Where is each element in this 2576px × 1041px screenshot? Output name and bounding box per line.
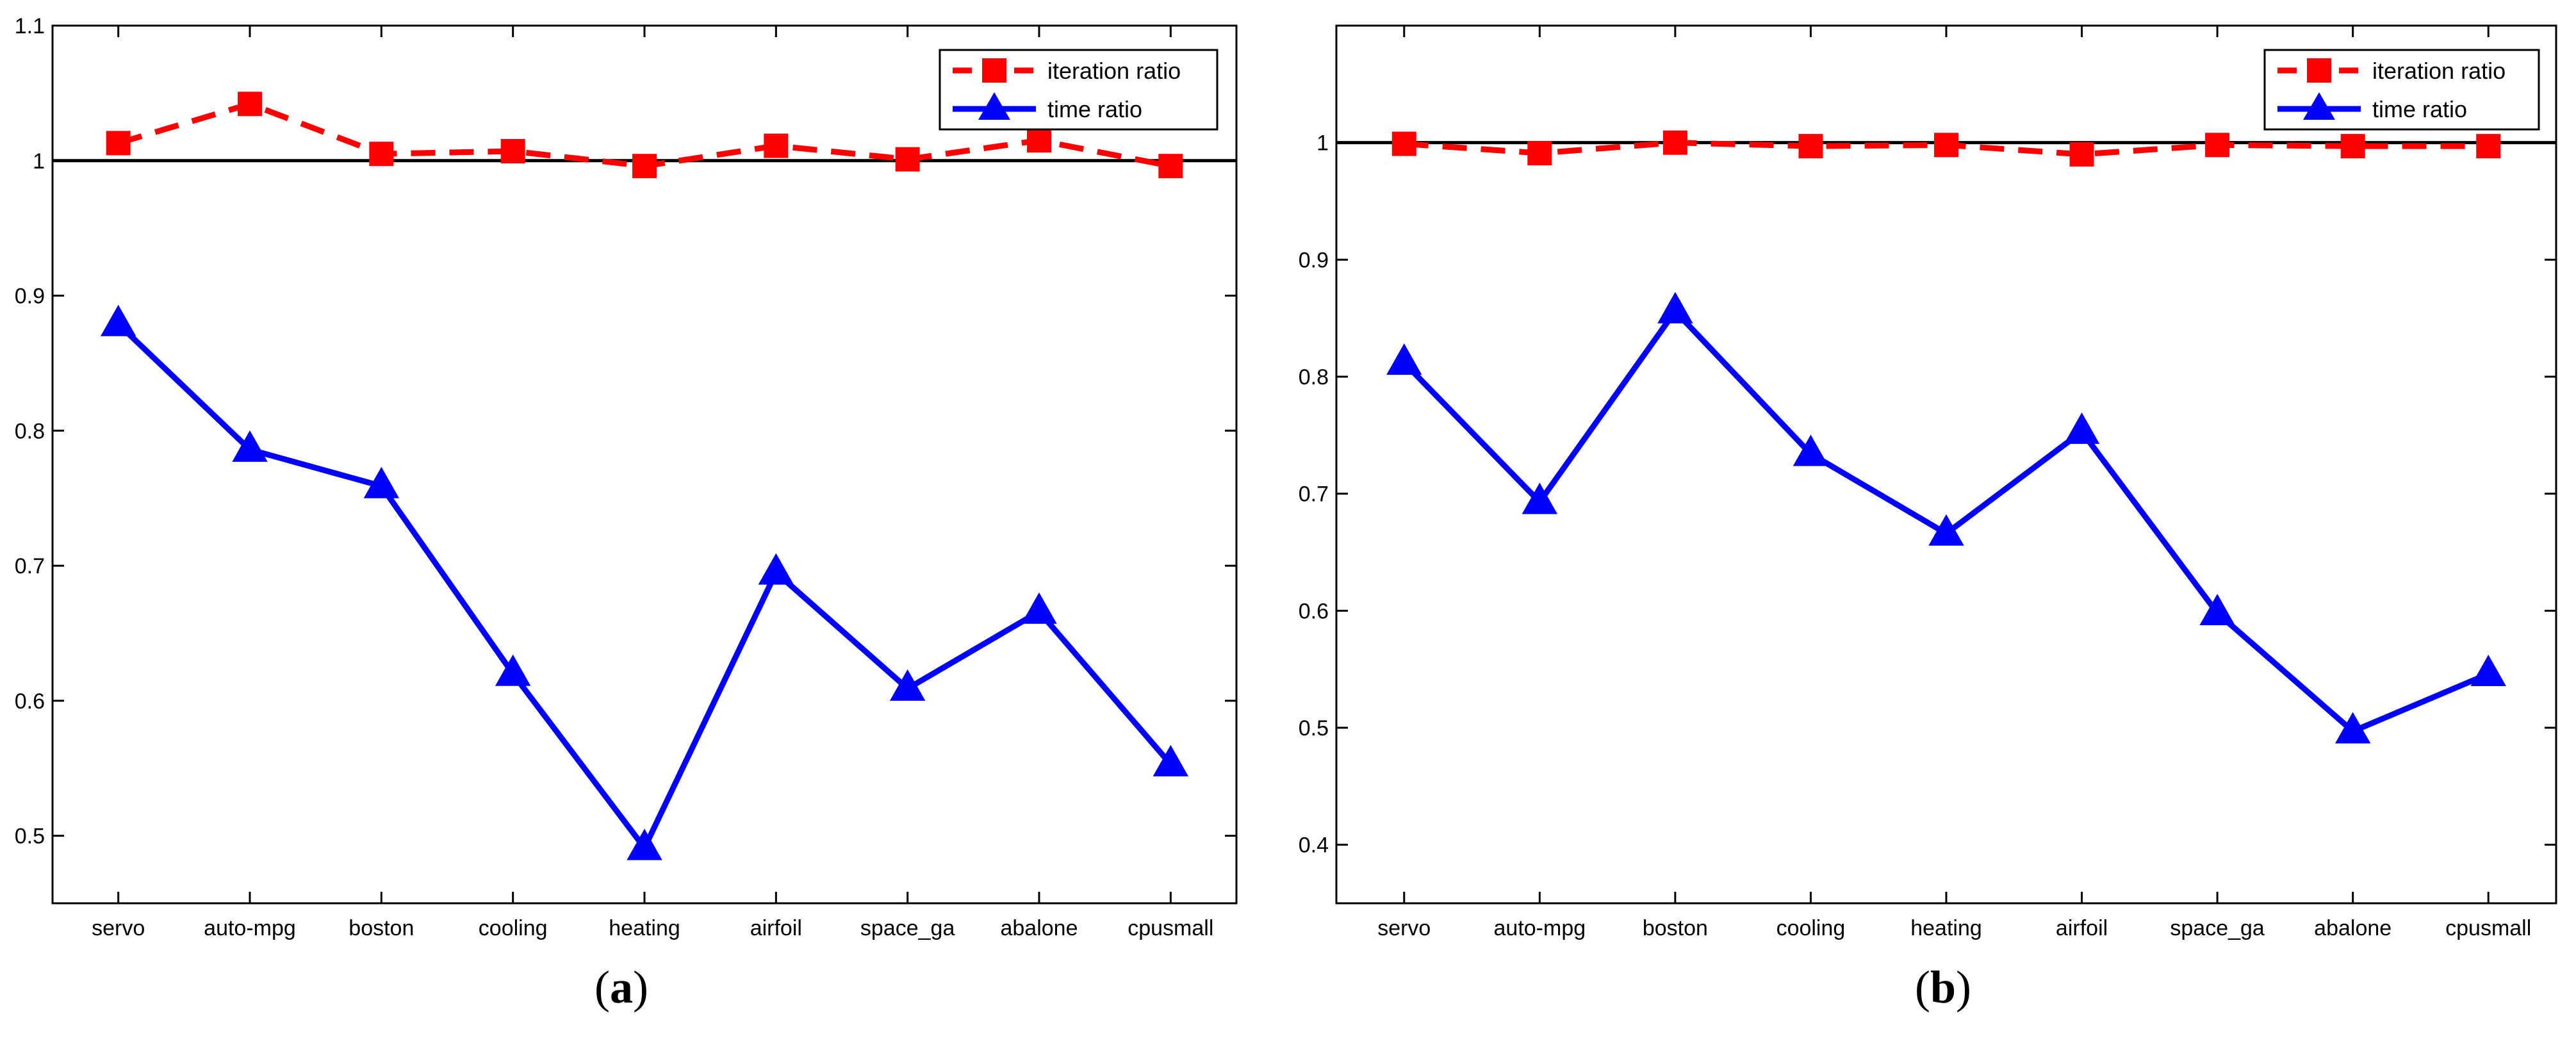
x-tick-label-cooling: cooling (479, 916, 548, 940)
x-tick-label-servo: servo (1377, 916, 1431, 940)
iteration-ratio-point-abalone (2340, 134, 2365, 159)
y-tick-label: 0.8 (15, 419, 45, 443)
time-ratio-point-auto-mpg (1522, 482, 1558, 514)
legend-square-marker (2307, 58, 2331, 83)
x-tick-label-heating: heating (609, 916, 680, 940)
time-ratio-point-space_ga (889, 669, 926, 701)
x-tick-label-auto-mpg: auto-mpg (1494, 916, 1586, 940)
y-tick-label: 0.7 (15, 554, 45, 578)
iteration-ratio-point-airfoil (2069, 142, 2094, 167)
x-tick-label-cooling: cooling (1776, 916, 1846, 940)
time-ratio-point-cooling (495, 654, 531, 686)
y-tick-label: 0.6 (1299, 599, 1329, 623)
y-tick-label: 1.1 (15, 14, 45, 38)
x-tick-label-space_ga: space_ga (860, 916, 955, 940)
iteration-ratio-point-servo (106, 131, 131, 156)
legend: iteration ratio time ratio (939, 49, 1218, 131)
time-ratio-point-cpusmall (1153, 744, 1189, 776)
y-tick-label: 0.4 (1299, 833, 1329, 858)
panel-label-a: (a) (595, 962, 648, 1013)
legend-square-marker (982, 58, 1006, 83)
time-ratio-point-servo (100, 304, 136, 336)
iteration-ratio-point-heating (1934, 133, 1958, 158)
x-tick-label-cpusmall: cpusmall (2445, 916, 2531, 940)
iteration-ratio-point-abalone (1027, 128, 1051, 153)
y-tick-label: 0.8 (1299, 365, 1329, 389)
y-tick-label: 0.9 (1299, 248, 1329, 272)
iteration-ratio-point-heating (632, 154, 657, 179)
time-ratio-point-abalone (2334, 712, 2371, 744)
x-tick-label-abalone: abalone (1000, 916, 1078, 940)
time-ratio-point-airfoil (758, 553, 794, 585)
y-tick-label: 0.5 (15, 824, 45, 849)
legend-triangle-marker (2303, 92, 2335, 120)
x-tick-label-cpusmall: cpusmall (1128, 916, 1213, 940)
x-tick-label-boston: boston (1643, 916, 1708, 940)
iteration-ratio-point-cooling (1798, 134, 1823, 159)
time-ratio-point-airfoil (2063, 412, 2100, 444)
time-ratio-point-auto-mpg (232, 430, 268, 462)
x-tick-label-servo: servo (92, 916, 145, 940)
time-ratio-point-cooling (1793, 434, 1829, 466)
plot-frame (1335, 24, 2557, 905)
iteration-ratio-point-space_ga (2205, 133, 2230, 158)
x-tick-label-auto-mpg: auto-mpg (204, 916, 296, 940)
chart-panel-a: 0.5 0.6 0.7 0.8 0.9 1 1.1 servo auto-mpg boston co… (15, 14, 1238, 940)
time-ratio-point-space_ga (2199, 593, 2235, 625)
iteration-ratio-point-boston (369, 142, 394, 167)
time-ratio-point-cpusmall (2470, 654, 2506, 686)
legend-label-iteration-ratio: iteration ratio (1047, 58, 1181, 84)
time-ratio-point-heating (627, 828, 662, 860)
iteration-ratio-point-cpusmall (2476, 134, 2501, 159)
y-tick-label: 1 (1317, 131, 1329, 156)
y-tick-label: 0.7 (1299, 482, 1329, 507)
series-line-time-ratio (116, 322, 1173, 851)
iteration-ratio-point-auto-mpg (1527, 141, 1552, 166)
chart-panel-b: 0.4 0.5 0.6 0.7 0.8 0.9 1 servo auto-mpg boston co… (1299, 24, 2557, 940)
time-ratio-point-boston (1657, 291, 1693, 324)
iteration-ratio-point-airfoil (764, 133, 789, 158)
time-ratio-point-heating (1928, 514, 1964, 546)
iteration-ratio-point-auto-mpg (238, 92, 262, 117)
x-tick-label-abalone: abalone (2314, 916, 2391, 940)
time-ratio-point-boston (363, 466, 400, 498)
y-tick-label: 1 (33, 149, 45, 174)
legend-label-iteration-ratio: iteration ratio (2372, 58, 2506, 84)
iteration-ratio-point-servo (1391, 131, 1416, 156)
legend: iteration ratio time ratio (2263, 49, 2540, 131)
x-tick-label-airfoil: airfoil (750, 916, 802, 940)
iteration-ratio-point-space_ga (895, 147, 920, 172)
legend-label-time-ratio: time ratio (1047, 96, 1142, 122)
iteration-ratio-point-cpusmall (1158, 154, 1183, 179)
x-tick-label-boston: boston (349, 916, 414, 940)
x-tick-label-heating: heating (1910, 916, 1982, 940)
panel-label-b: (b) (1914, 962, 1971, 1013)
x-tick-label-airfoil: airfoil (2056, 916, 2108, 940)
y-tick-label: 0.5 (1299, 716, 1329, 741)
y-tick-label: 0.6 (15, 689, 45, 714)
time-ratio-point-abalone (1021, 592, 1057, 624)
legend-triangle-marker (978, 92, 1010, 120)
y-tick-label: 0.9 (15, 284, 45, 309)
legend-label-time-ratio: time ratio (2372, 96, 2467, 122)
iteration-ratio-point-cooling (500, 139, 525, 164)
time-ratio-point-servo (1386, 343, 1422, 375)
iteration-ratio-point-boston (1662, 130, 1687, 155)
x-tick-label-space_ga: space_ga (2170, 916, 2265, 940)
